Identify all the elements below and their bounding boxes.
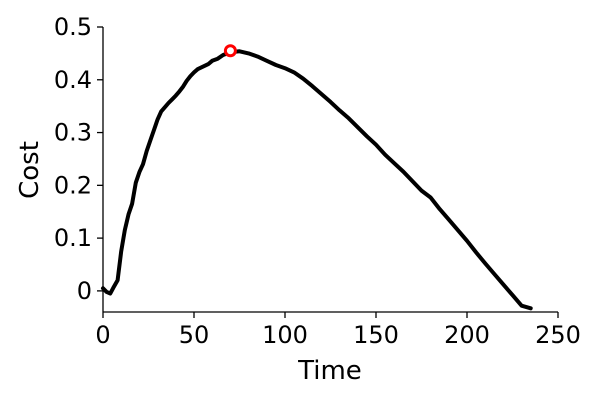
y-tick-label: 0.3 (54, 119, 92, 147)
x-tick-label: 50 (179, 321, 210, 349)
axes (102, 27, 558, 313)
x-tick-label: 0 (95, 321, 110, 349)
plot-area (101, 44, 533, 311)
y-axis-label: Cost (15, 141, 45, 199)
y-tick-label: 0.2 (54, 171, 92, 199)
y-tick-label: 0.5 (54, 13, 92, 41)
y-tick-label: 0.4 (54, 66, 92, 94)
x-tick-label: 150 (353, 321, 399, 349)
x-axis-label: Time (297, 356, 362, 386)
x-tick-label: 200 (444, 321, 490, 349)
highlight-point (223, 44, 237, 58)
x-tick-label: 250 (535, 321, 581, 349)
x-tick-label: 100 (262, 321, 308, 349)
ticks: 0 50 100 150 200 250 0 0.1 0.2 0.3 0.4 0.5 (54, 13, 581, 349)
series-line (101, 49, 533, 311)
y-tick-label: 0.1 (54, 224, 92, 252)
y-tick-label: 0 (77, 277, 92, 305)
